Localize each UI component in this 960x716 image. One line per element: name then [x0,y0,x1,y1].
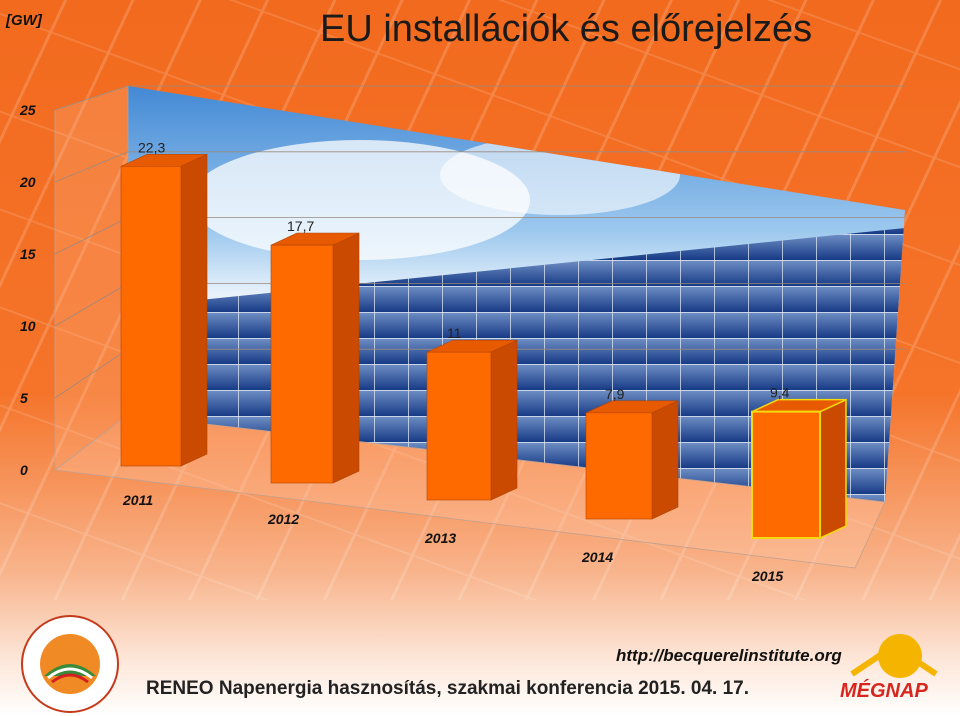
y-tick-label: 15 [20,246,36,262]
x-tick-label: 2011 [122,492,153,508]
source-url[interactable]: http://becquerelinstitute.org [616,646,842,665]
bar-2015: 9,4 [751,385,847,540]
bar-front [751,410,821,539]
gridline-side [54,85,129,111]
megnap-logo [850,634,938,678]
bar-side [180,153,208,467]
y-tick-label: 0 [20,462,28,478]
bar-2011: 22,3 [120,139,208,467]
mnnsz-logo [21,615,119,713]
y-tick-label: 20 [19,174,36,190]
bar-front [426,351,492,501]
x-tick-label: 2012 [267,511,299,527]
unit-label: [GW] [6,12,42,29]
x-tick-label: 2013 [424,530,456,546]
conference-footer: RENEO Napenergia hasznosítás, szakmai ko… [146,678,749,699]
bar-side [490,339,518,501]
slide-title: EU installációk és előrejelzés [320,8,813,50]
megnap-logo-text: MÉGNAP [840,680,928,702]
x-tick-label: 2015 [751,568,783,584]
gridline-side [54,348,129,399]
gridline-side [54,217,129,255]
gridlines [54,85,905,399]
y-tick-label: 25 [19,102,36,118]
data-label: 9,4 [770,385,790,401]
bar-2013: 11 [426,325,518,501]
bar-front [120,165,182,467]
chart-side-wall [54,85,129,471]
gridline-side [54,283,129,327]
bar-front [585,412,653,520]
data-label: 17,7 [287,218,314,234]
y-tick-label: 5 [20,390,28,406]
bar-2012: 17,7 [270,218,360,484]
bar-2014: 7,9 [585,386,679,520]
gridline-side [54,151,129,183]
data-label: 22,3 [138,139,165,155]
bar-side [819,398,847,540]
bar-chart: 0 5 10 15 20 25 22,3 17,7 11 7,9 9,4 2011 2012 2013… [19,85,905,584]
bar-side [332,232,360,484]
bar-side [651,400,679,520]
data-label: 11 [447,325,462,341]
x-tick-label: 2014 [581,549,613,565]
bar-front [270,244,334,484]
y-tick-label: 10 [20,318,36,334]
data-label: 7,9 [605,386,625,402]
